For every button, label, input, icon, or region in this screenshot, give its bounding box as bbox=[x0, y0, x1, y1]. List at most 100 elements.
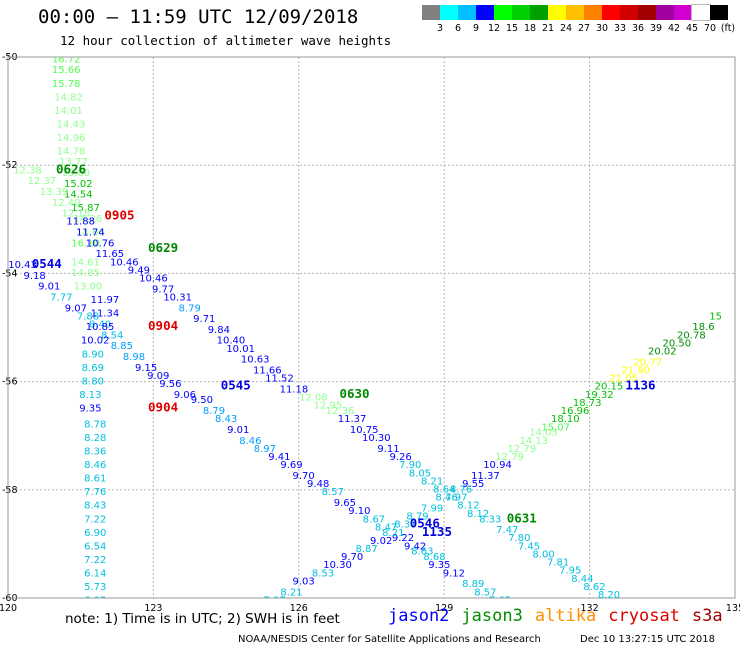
wave-height-label: 9.02 bbox=[370, 536, 392, 547]
wave-height-label: 14.43 bbox=[57, 119, 86, 130]
lon-tick-label: 129 bbox=[435, 603, 453, 614]
wave-height-label: 14.82 bbox=[54, 92, 83, 103]
wave-height-label: 9.42 bbox=[404, 541, 426, 552]
pass-time-label: 0544 bbox=[32, 256, 62, 271]
wave-height-label: 7.76 bbox=[84, 487, 106, 498]
wave-height-label: 7.65 bbox=[489, 595, 511, 606]
wave-height-label: 7.22 bbox=[84, 514, 106, 525]
wave-height-label: 6.54 bbox=[84, 541, 106, 552]
wave-height-label: 8.46 bbox=[84, 460, 106, 471]
wave-height-label: 6.90 bbox=[84, 528, 106, 539]
wave-height-label: 10.46 bbox=[139, 274, 168, 285]
wave-height-label: 12.37 bbox=[28, 176, 57, 187]
legend-tick-label: 9 bbox=[472, 23, 480, 34]
wave-height-label: 8.43 bbox=[84, 501, 106, 512]
wave-height-label: 14.78 bbox=[57, 146, 86, 157]
legend-tick-label: 30 bbox=[595, 23, 609, 34]
legend-swatch bbox=[691, 4, 711, 21]
wave-height-label: 8.78 bbox=[84, 420, 106, 431]
wave-height-label: 20.78 bbox=[677, 330, 706, 341]
wave-height-label: 14.13 bbox=[520, 436, 549, 447]
wave-height-label: 12.36 bbox=[326, 406, 355, 417]
lat-tick-label: -52 bbox=[2, 160, 18, 171]
legend-swatch bbox=[602, 5, 620, 20]
legend-tick-label: 18 bbox=[523, 23, 537, 34]
legend-swatch bbox=[566, 5, 584, 20]
wave-height-label: 13.00 bbox=[74, 282, 103, 293]
wave-height-label: 12.40 bbox=[52, 198, 81, 209]
wave-height-label: 14.61 bbox=[71, 257, 100, 268]
wave-height-label: 7.95 bbox=[559, 566, 581, 577]
timestamp-text: Dec 10 13:27:15 UTC 2018 bbox=[580, 634, 715, 645]
wave-height-label: 10.31 bbox=[163, 292, 192, 303]
wave-height-label: 14.66 bbox=[76, 228, 105, 239]
legend-tick-label: 33 bbox=[613, 23, 627, 34]
wave-height-label: 8.28 bbox=[84, 433, 106, 444]
wave-height-label: 9.70 bbox=[341, 552, 363, 563]
wave-height-label: 8.90 bbox=[82, 349, 104, 360]
wave-height-label: 6.14 bbox=[84, 568, 106, 579]
wave-height-label: 10.01 bbox=[226, 344, 255, 355]
lon-tick-label: 135 bbox=[726, 603, 740, 614]
wave-height-label: 8.79 bbox=[179, 303, 201, 314]
pass-time-label: 1136 bbox=[625, 378, 655, 393]
wave-height-label: 10.63 bbox=[241, 355, 270, 366]
wave-height-label: 8.12 bbox=[457, 501, 479, 512]
wave-height-label: 8.33 bbox=[479, 514, 501, 525]
wave-height-label: 10.85 bbox=[86, 322, 115, 333]
wave-height-label: 8.57 bbox=[322, 487, 344, 498]
wave-height-label: 7.99 bbox=[421, 503, 443, 514]
wave-height-label: 11.37 bbox=[338, 414, 367, 425]
wave-height-label: 7.22 bbox=[84, 555, 106, 566]
satellite-jason3: jason3 bbox=[461, 606, 523, 626]
wave-height-label: 15.07 bbox=[541, 422, 570, 433]
legend-tick-label: 45 bbox=[685, 23, 699, 34]
wave-height-label: 9.77 bbox=[152, 284, 174, 295]
wave-height-label: 8.62 bbox=[583, 582, 605, 593]
wave-height-label: 9.10 bbox=[348, 506, 370, 517]
wave-height-label: 8.68 bbox=[423, 552, 445, 563]
wave-height-label: 20.15 bbox=[595, 382, 624, 393]
wave-height-label: 15.78 bbox=[52, 79, 81, 90]
wave-height-label: 9.12 bbox=[443, 568, 465, 579]
wave-height-label: 10.75 bbox=[350, 425, 379, 436]
credit-text: NOAA/NESDIS Center for Satellite Applica… bbox=[238, 634, 541, 645]
wave-height-label: 8.67 bbox=[363, 514, 385, 525]
satellite-legend: jason2 jason3 altika cryosat s3a bbox=[388, 606, 735, 626]
wave-height-label: 7.88 bbox=[77, 311, 99, 322]
wave-height-label: 15 bbox=[709, 311, 722, 322]
wave-height-label: 8.69 bbox=[82, 363, 104, 374]
wave-height-label: 14.96 bbox=[57, 133, 86, 144]
wave-height-label: 9.65 bbox=[334, 498, 356, 509]
wave-height-label: 18.6 bbox=[692, 322, 714, 333]
wave-height-label: 8.12 bbox=[467, 509, 489, 520]
wave-height-label: 7.80 bbox=[508, 533, 530, 544]
legend-swatch bbox=[638, 5, 656, 20]
wave-height-label: 8.13 bbox=[79, 390, 101, 401]
wave-height-label: 9.07 bbox=[65, 303, 87, 314]
wave-height-label: 9.41 bbox=[268, 452, 290, 463]
wave-height-label: 10.02 bbox=[81, 336, 110, 347]
wave-height-label: 13.77 bbox=[59, 157, 88, 168]
legend-tick-label: 36 bbox=[631, 23, 645, 34]
wave-height-label: 20.02 bbox=[648, 347, 677, 358]
satellite-jason2: jason2 bbox=[388, 606, 450, 626]
wave-height-label: 8.64 bbox=[433, 485, 455, 496]
pass-time-label: 0904 bbox=[148, 399, 178, 414]
wave-height-label: 10.40 bbox=[217, 336, 246, 347]
wave-height-label: 12.95 bbox=[314, 401, 343, 412]
wave-height-label: 14.01 bbox=[54, 106, 83, 117]
lon-tick-label: 120 bbox=[0, 603, 17, 614]
lon-tick-label: 123 bbox=[144, 603, 162, 614]
legend-swatch bbox=[710, 5, 728, 20]
wave-height-label: 9.50 bbox=[191, 395, 213, 406]
legend-tick-label: 24 bbox=[559, 23, 573, 34]
pass-time-label: 0629 bbox=[148, 240, 178, 255]
wave-height-label: 8.36 bbox=[84, 447, 106, 458]
wave-height-label: 15.66 bbox=[52, 65, 81, 76]
wave-height-label: 11.52 bbox=[265, 374, 294, 385]
wave-height-label: 8.85 bbox=[111, 341, 133, 352]
wave-height-label: 8.87 bbox=[356, 544, 378, 555]
wave-height-label: 12.79 bbox=[495, 452, 524, 463]
